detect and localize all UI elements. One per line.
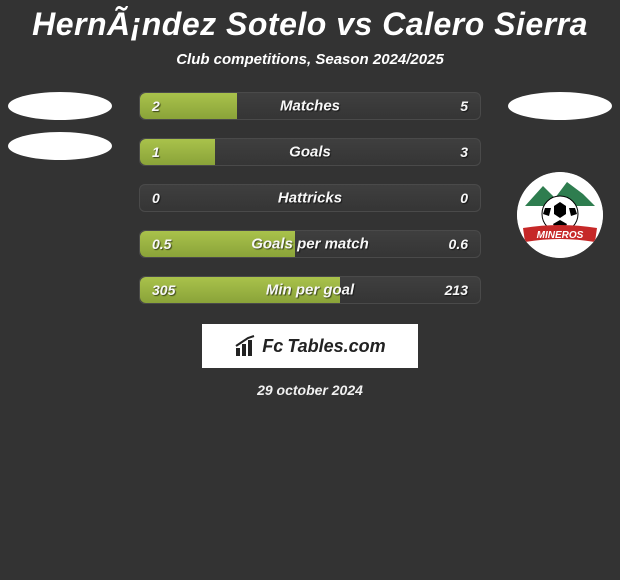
stat-bar: 1 Goals 3 bbox=[139, 138, 481, 166]
stat-label: Hattricks bbox=[278, 190, 342, 207]
stat-value-right: 0 bbox=[460, 190, 468, 206]
mineros-badge: MINEROS bbox=[517, 172, 603, 258]
club-crest-svg: MINEROS bbox=[517, 172, 603, 258]
club-ellipse bbox=[8, 132, 112, 160]
left-player-col bbox=[8, 92, 112, 160]
right-player-col: MINEROS bbox=[508, 92, 612, 258]
stat-value-left: 2 bbox=[152, 98, 160, 114]
stat-label: Goals bbox=[289, 144, 331, 161]
stat-value-left: 0 bbox=[152, 190, 160, 206]
stat-value-right: 5 bbox=[460, 98, 468, 114]
logo-prefix: Fc bbox=[262, 336, 283, 357]
stat-value-left: 0.5 bbox=[152, 236, 171, 252]
stat-bars: 2 Matches 5 1 Goals 3 0 Hattricks 0 0.5 Goals per … bbox=[139, 92, 481, 304]
stat-value-right: 213 bbox=[445, 282, 468, 298]
stat-bar: 305 Min per goal 213 bbox=[139, 276, 481, 304]
page-title: HernÃ¡ndez Sotelo vs Calero Sierra bbox=[0, 0, 620, 43]
player-ellipse bbox=[508, 92, 612, 120]
stat-label: Goals per match bbox=[251, 236, 369, 253]
page-subtitle: Club competitions, Season 2024/2025 bbox=[0, 51, 620, 68]
fctables-logo: FcTables.com bbox=[202, 324, 418, 368]
logo-main: Tables.com bbox=[287, 336, 385, 357]
stat-value-right: 0.6 bbox=[449, 236, 468, 252]
svg-text:MINEROS: MINEROS bbox=[537, 230, 584, 241]
stat-value-left: 1 bbox=[152, 144, 160, 160]
bar-chart-icon bbox=[234, 334, 258, 358]
stat-label: Min per goal bbox=[266, 282, 354, 299]
stat-value-left: 305 bbox=[152, 282, 175, 298]
stat-bar: 0 Hattricks 0 bbox=[139, 184, 481, 212]
player-ellipse bbox=[8, 92, 112, 120]
stat-label: Matches bbox=[280, 98, 340, 115]
content-row: 2 Matches 5 1 Goals 3 0 Hattricks 0 0.5 Goals per … bbox=[0, 92, 620, 304]
stat-bar: 2 Matches 5 bbox=[139, 92, 481, 120]
snapshot-date: 29 october 2024 bbox=[0, 382, 620, 398]
stat-bar: 0.5 Goals per match 0.6 bbox=[139, 230, 481, 258]
stat-value-right: 3 bbox=[460, 144, 468, 160]
